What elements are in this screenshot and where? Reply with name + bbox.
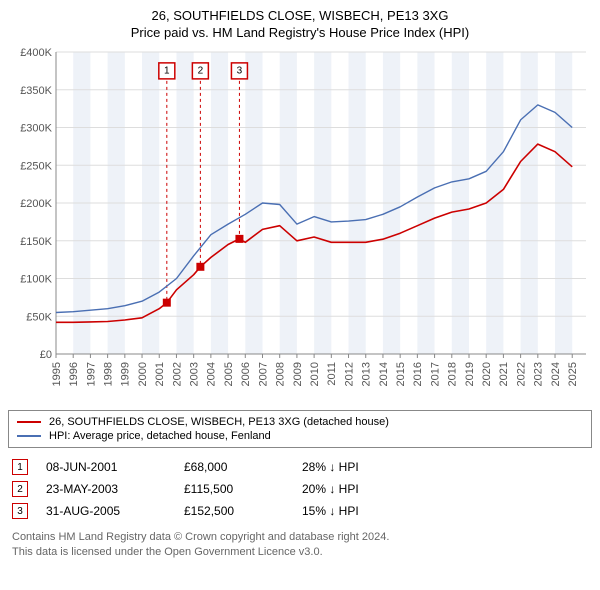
- svg-text:1: 1: [164, 65, 170, 76]
- svg-text:£200K: £200K: [20, 198, 52, 210]
- chart-title-block: 26, SOUTHFIELDS CLOSE, WISBECH, PE13 3XG…: [8, 8, 592, 40]
- svg-text:2016: 2016: [412, 362, 424, 386]
- svg-text:£350K: £350K: [20, 85, 52, 97]
- chart-legend: 26, SOUTHFIELDS CLOSE, WISBECH, PE13 3XG…: [8, 410, 592, 448]
- sale-delta: 20% ↓ HPI: [302, 482, 402, 496]
- svg-text:1996: 1996: [68, 362, 80, 386]
- svg-text:1995: 1995: [51, 362, 63, 386]
- svg-text:£50K: £50K: [26, 311, 52, 323]
- svg-text:2025: 2025: [567, 362, 579, 386]
- sale-row: 3 31-AUG-2005 £152,500 15% ↓ HPI: [8, 500, 592, 522]
- svg-text:2019: 2019: [464, 362, 476, 386]
- legend-swatch: [17, 421, 41, 423]
- svg-text:2006: 2006: [240, 362, 252, 386]
- svg-text:2005: 2005: [223, 362, 235, 386]
- svg-text:1997: 1997: [85, 362, 97, 386]
- price-chart: £0 £50K £100K £150K £200K £250K £300K £350K £400…: [8, 46, 592, 406]
- legend-label: 26, SOUTHFIELDS CLOSE, WISBECH, PE13 3XG…: [49, 416, 389, 428]
- chart-title-address: 26, SOUTHFIELDS CLOSE, WISBECH, PE13 3XG: [8, 8, 592, 23]
- footer-line: This data is licensed under the Open Gov…: [12, 545, 588, 560]
- legend-item-hpi: HPI: Average price, detached house, Fenl…: [17, 429, 583, 443]
- svg-text:£150K: £150K: [20, 236, 52, 248]
- svg-text:£300K: £300K: [20, 123, 52, 135]
- legend-label: HPI: Average price, detached house, Fenl…: [49, 430, 271, 442]
- sale-price: £68,000: [184, 460, 284, 474]
- sales-table: 1 08-JUN-2001 £68,000 28% ↓ HPI 2 23-MAY…: [8, 456, 592, 522]
- chart-container: £0 £50K £100K £150K £200K £250K £300K £350K £400…: [8, 46, 592, 406]
- svg-text:2001: 2001: [154, 362, 166, 386]
- svg-text:£250K: £250K: [20, 160, 52, 172]
- svg-text:2008: 2008: [275, 362, 287, 386]
- svg-text:2022: 2022: [515, 362, 527, 386]
- svg-text:£400K: £400K: [20, 47, 52, 59]
- svg-text:2011: 2011: [326, 362, 338, 386]
- svg-text:2023: 2023: [533, 362, 545, 386]
- svg-text:2003: 2003: [189, 362, 201, 386]
- svg-text:2012: 2012: [343, 362, 355, 386]
- chart-title-subtitle: Price paid vs. HM Land Registry's House …: [8, 25, 592, 40]
- footer-attribution: Contains HM Land Registry data © Crown c…: [8, 530, 592, 560]
- sale-row: 2 23-MAY-2003 £115,500 20% ↓ HPI: [8, 478, 592, 500]
- sale-price: £152,500: [184, 504, 284, 518]
- sale-marker-icon: 1: [12, 459, 28, 475]
- footer-line: Contains HM Land Registry data © Crown c…: [12, 530, 588, 545]
- svg-text:3: 3: [237, 65, 243, 76]
- svg-text:2017: 2017: [429, 362, 441, 386]
- svg-text:2013: 2013: [361, 362, 373, 386]
- sale-marker-icon: 2: [12, 481, 28, 497]
- svg-text:1999: 1999: [120, 362, 132, 386]
- svg-text:2024: 2024: [550, 362, 562, 386]
- sale-date: 31-AUG-2005: [46, 504, 166, 518]
- svg-text:£100K: £100K: [20, 274, 52, 286]
- svg-text:2014: 2014: [378, 362, 390, 386]
- svg-text:2002: 2002: [171, 362, 183, 386]
- sale-date: 23-MAY-2003: [46, 482, 166, 496]
- legend-swatch: [17, 435, 41, 437]
- sale-row: 1 08-JUN-2001 £68,000 28% ↓ HPI: [8, 456, 592, 478]
- sale-marker-icon: 3: [12, 503, 28, 519]
- svg-text:2: 2: [198, 65, 204, 76]
- sale-delta: 28% ↓ HPI: [302, 460, 402, 474]
- svg-text:2015: 2015: [395, 362, 407, 386]
- legend-item-property: 26, SOUTHFIELDS CLOSE, WISBECH, PE13 3XG…: [17, 415, 583, 429]
- sale-delta: 15% ↓ HPI: [302, 504, 402, 518]
- svg-text:2021: 2021: [498, 362, 510, 386]
- svg-text:2010: 2010: [309, 362, 321, 386]
- svg-text:2020: 2020: [481, 362, 493, 386]
- svg-text:2009: 2009: [292, 362, 304, 386]
- svg-text:2018: 2018: [447, 362, 459, 386]
- svg-text:£0: £0: [40, 349, 52, 361]
- svg-text:2007: 2007: [257, 362, 269, 386]
- svg-text:1998: 1998: [102, 362, 114, 386]
- sale-price: £115,500: [184, 482, 284, 496]
- svg-text:2000: 2000: [137, 362, 149, 386]
- svg-text:2004: 2004: [206, 362, 218, 386]
- sale-date: 08-JUN-2001: [46, 460, 166, 474]
